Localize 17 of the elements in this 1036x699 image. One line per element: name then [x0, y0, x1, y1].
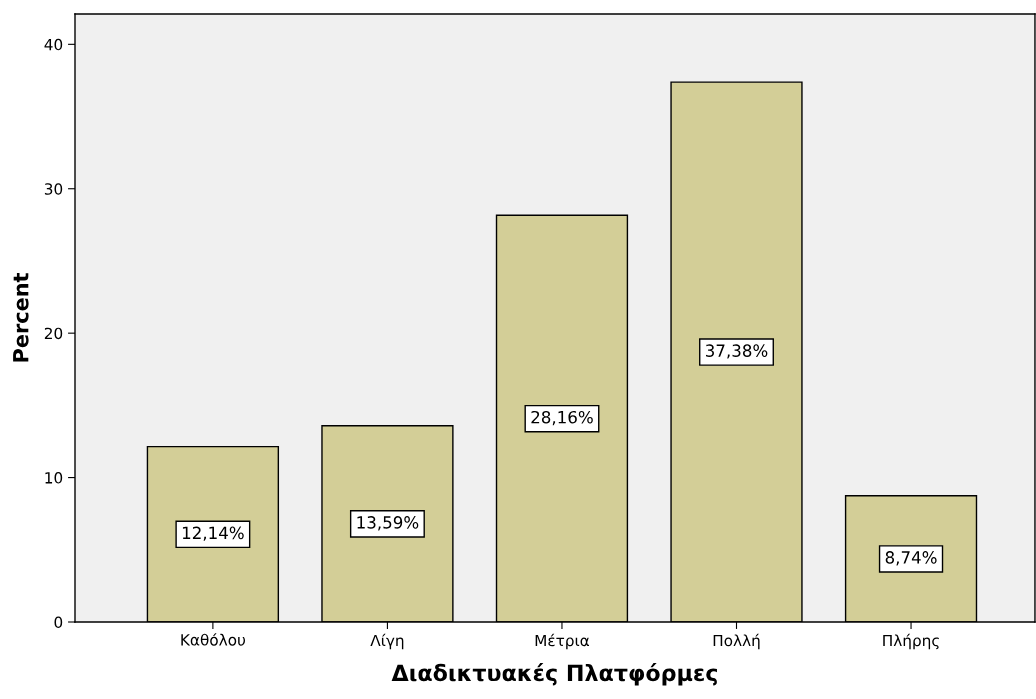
y-tick-label: 40 [44, 38, 63, 51]
data-label: 8,74% [885, 551, 937, 566]
x-tick-label: Μέτρια [535, 633, 590, 650]
x-tick-label: Πολλή [713, 633, 760, 650]
x-tick-label: Πλήρης [883, 633, 939, 650]
y-axis-title: Percent [13, 273, 29, 362]
x-axis-title: Διαδικτυακές Πλατφόρμες [391, 663, 717, 686]
y-tick-label: 0 [54, 616, 63, 629]
data-label: 28,16% [531, 410, 593, 426]
data-label: 37,38% [706, 344, 768, 359]
x-tick-label: Λίγη [370, 633, 404, 650]
y-tick-label: 30 [44, 183, 63, 195]
x-tick-label: Καθόλου [181, 633, 245, 646]
y-tick-label: 10 [45, 472, 63, 484]
data-label: 12,14% [182, 526, 244, 541]
y-tick-label: 20 [44, 327, 63, 340]
data-label: 13,59% [357, 516, 419, 531]
